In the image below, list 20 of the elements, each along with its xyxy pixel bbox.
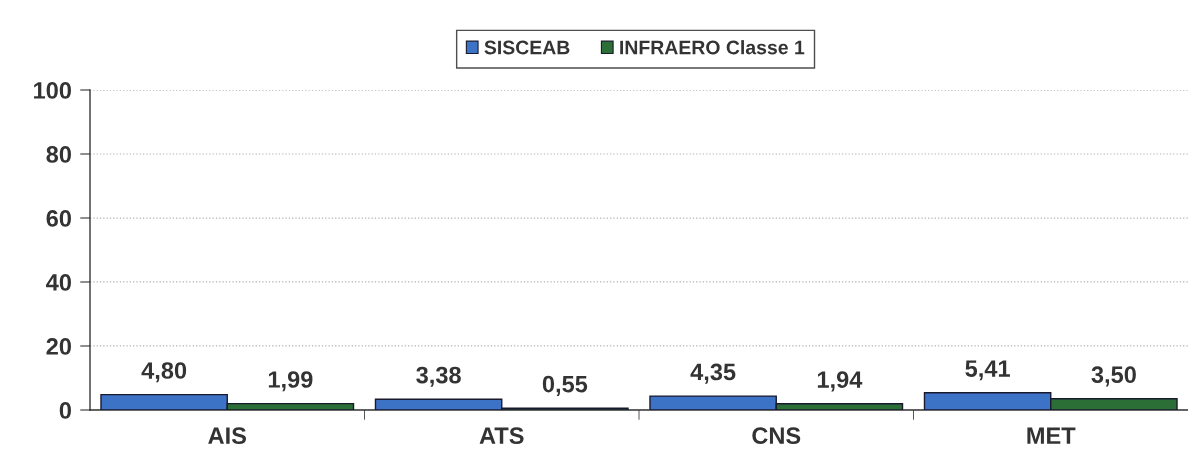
data-label: 4,80 — [141, 362, 187, 383]
y-tick-label: 80 — [46, 146, 71, 163]
data-label: 3,50 — [1091, 366, 1136, 387]
y-tick-label: 60 — [46, 210, 71, 227]
data-label: 5,41 — [965, 360, 1010, 381]
x-tick-label: ATS — [479, 427, 524, 445]
x-tick-label: AIS — [208, 427, 247, 445]
data-label: 3,38 — [416, 366, 461, 387]
data-label: 1,94 — [817, 371, 863, 392]
y-tick-label: 40 — [46, 274, 71, 291]
y-tick-label: 100 — [34, 82, 71, 99]
legend-label: SISCEAB — [484, 40, 570, 55]
y-tick-label: 20 — [46, 338, 71, 355]
data-label: 1,99 — [268, 371, 313, 392]
y-tick-label: 0 — [59, 402, 71, 419]
legend-label: INFRAERO Classe 1 — [620, 40, 805, 55]
data-label: 4,35 — [690, 363, 736, 384]
data-label: 0,55 — [542, 375, 588, 396]
x-tick-label: MET — [1027, 427, 1076, 444]
x-tick-label: CNS — [752, 427, 801, 445]
